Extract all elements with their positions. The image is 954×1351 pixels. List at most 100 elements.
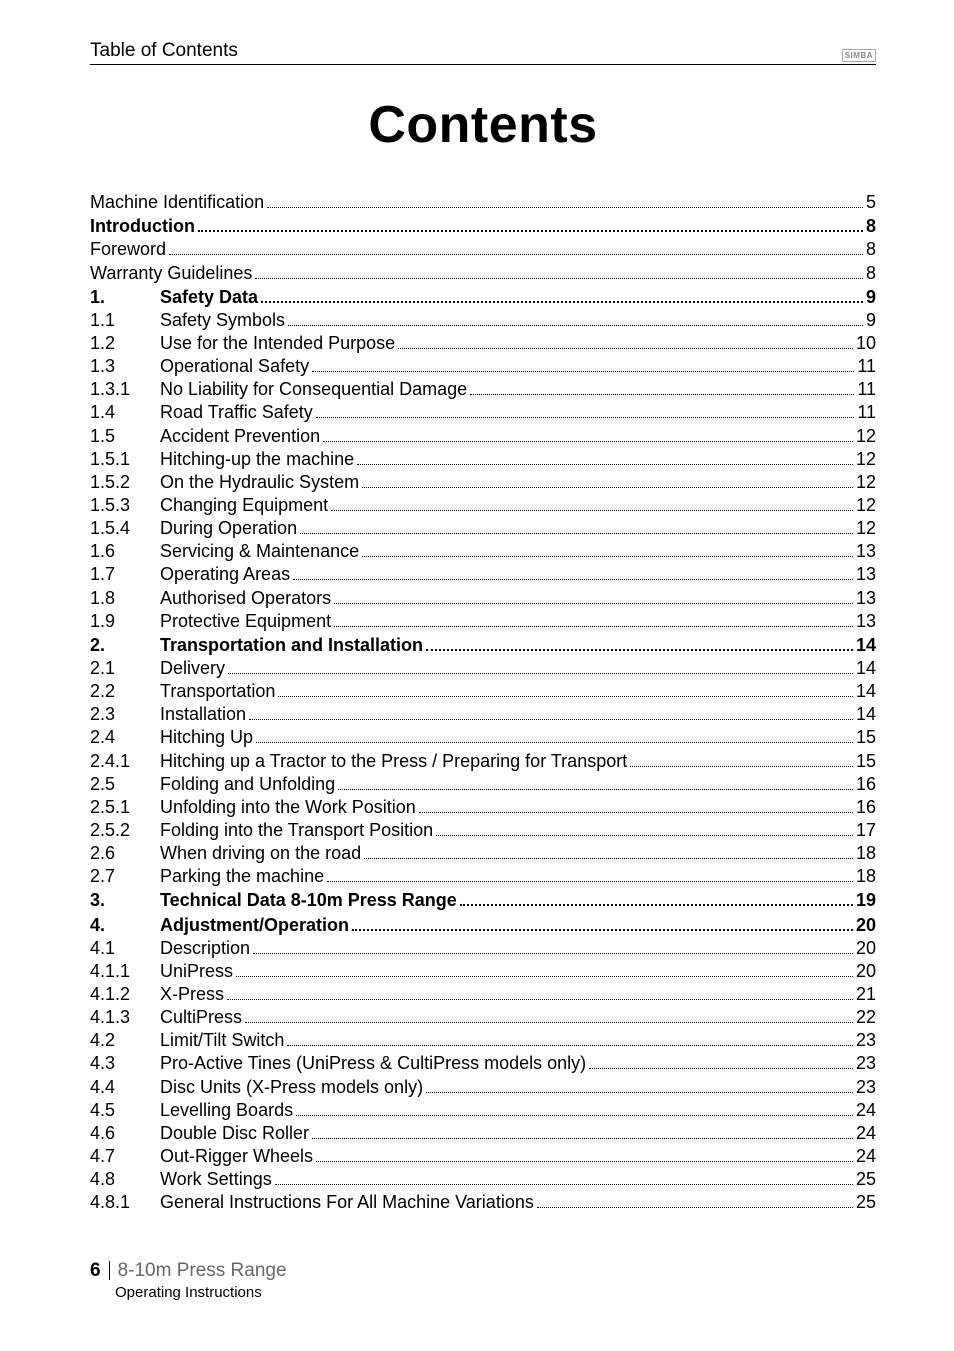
toc-row: 4.8.1General Instructions For All Machin… [90, 1191, 876, 1214]
page-container: Table of Contents SIMBA Contents Machine… [0, 0, 954, 1351]
toc-dot-leader [426, 1075, 853, 1092]
toc-entry-page: 17 [856, 820, 876, 842]
toc-entry-page: 18 [856, 843, 876, 865]
toc-dot-leader [300, 517, 853, 534]
toc-entry-page: 9 [866, 310, 876, 332]
toc-entry-number: 2.1 [90, 658, 160, 680]
toc-dot-leader [323, 424, 853, 441]
toc-entry-number: 4.6 [90, 1123, 160, 1145]
toc-entry-text: Limit/Tilt Switch [160, 1030, 284, 1052]
toc-entry-number: 1.7 [90, 564, 160, 586]
toc-entry-text: Technical Data 8-10m Press Range [160, 890, 457, 912]
toc-dot-leader [357, 448, 853, 465]
table-of-contents: Machine Identification5Introduction8Fore… [90, 191, 876, 1214]
toc-row: Introduction8 [90, 214, 876, 238]
toc-entry-page: 16 [856, 797, 876, 819]
toc-row: 1.5.2On the Hydraulic System12 [90, 471, 876, 494]
toc-entry-text: Hitching Up [160, 727, 253, 749]
toc-entry-text: On the Hydraulic System [160, 472, 359, 494]
toc-entry-number: 1.5.3 [90, 495, 160, 517]
toc-row: 1.Safety Data9 [90, 285, 876, 309]
toc-row: 2.1Delivery 14 [90, 657, 876, 680]
toc-row: 4.Adjustment/Operation20 [90, 912, 876, 936]
toc-entry-page: 12 [856, 426, 876, 448]
toc-entry-text: Protective Equipment [160, 611, 331, 633]
toc-row: 1.3Operational Safety11 [90, 355, 876, 378]
toc-entry-number: 2.7 [90, 866, 160, 888]
toc-entry-page: 8 [866, 263, 876, 285]
toc-entry-text: Introduction [90, 216, 195, 238]
toc-entry-text: Warranty Guidelines [90, 263, 252, 285]
toc-dot-leader [537, 1191, 853, 1208]
toc-entry-number: 4. [90, 915, 160, 937]
toc-row: 1.4Road Traffic Safety11 [90, 401, 876, 424]
brand-logo: SIMBA [842, 49, 876, 62]
toc-entry-page: 12 [856, 518, 876, 540]
toc-row: 4.1.2X-Press21 [90, 983, 876, 1006]
toc-row: 2.2Transportation14 [90, 680, 876, 703]
toc-dot-leader [236, 960, 853, 977]
page-title: Contents [90, 95, 876, 155]
toc-entry-number: 1.3.1 [90, 379, 160, 401]
toc-dot-leader [589, 1052, 853, 1069]
toc-entry-text: Road Traffic Safety [160, 402, 313, 424]
toc-entry-text: Authorised Operators [160, 588, 331, 610]
toc-dot-leader [362, 540, 853, 557]
toc-entry-page: 25 [856, 1192, 876, 1214]
page-footer: 6 8-10m Press Range Operating Instructio… [90, 1260, 287, 1301]
toc-entry-text: Foreword [90, 239, 166, 261]
toc-entry-text: Unfolding into the Work Position [160, 797, 416, 819]
footer-doc-title: 8-10m Press Range [110, 1260, 287, 1282]
toc-dot-leader [296, 1098, 853, 1115]
toc-entry-page: 25 [856, 1169, 876, 1191]
toc-row: Machine Identification5 [90, 191, 876, 214]
toc-row: 2.5.1Unfolding into the Work Position 16 [90, 796, 876, 819]
toc-row: 4.3Pro-Active Tines (UniPress & CultiPre… [90, 1052, 876, 1075]
toc-dot-leader [436, 819, 853, 836]
toc-entry-text: During Operation [160, 518, 297, 540]
toc-entry-text: Safety Data [160, 287, 258, 309]
toc-entry-text: Levelling Boards [160, 1100, 293, 1122]
toc-dot-leader [227, 983, 853, 1000]
toc-row: 2.6When driving on the road18 [90, 842, 876, 865]
toc-entry-page: 5 [866, 192, 876, 214]
toc-entry-page: 14 [856, 704, 876, 726]
toc-entry-number: 1.5.1 [90, 449, 160, 471]
toc-entry-page: 21 [856, 984, 876, 1006]
toc-row: 3.Technical Data 8-10m Press Range19 [90, 888, 876, 912]
toc-entry-number: 2.5.1 [90, 797, 160, 819]
toc-entry-page: 15 [856, 751, 876, 773]
toc-entry-text: No Liability for Consequential Damage [160, 379, 467, 401]
toc-row: 1.3.1No Liability for Consequential Dama… [90, 378, 876, 401]
toc-entry-page: 24 [856, 1123, 876, 1145]
toc-entry-number: 4.1 [90, 938, 160, 960]
toc-entry-page: 24 [856, 1146, 876, 1168]
toc-entry-page: 13 [856, 611, 876, 633]
toc-entry-number: 4.3 [90, 1053, 160, 1075]
toc-entry-page: 22 [856, 1007, 876, 1029]
toc-dot-leader [460, 888, 853, 906]
toc-entry-text: Delivery [160, 658, 225, 680]
toc-entry-text: Transportation [160, 681, 275, 703]
toc-entry-text: Hitching up a Tractor to the Press / Pre… [160, 751, 627, 773]
toc-entry-text: Work Settings [160, 1169, 272, 1191]
toc-entry-number: 4.2 [90, 1030, 160, 1052]
toc-entry-number: 1.6 [90, 541, 160, 563]
footer-doc-subtitle: Operating Instructions [90, 1284, 287, 1301]
toc-entry-text: X-Press [160, 984, 224, 1006]
toc-dot-leader [267, 191, 863, 208]
toc-entry-page: 14 [856, 658, 876, 680]
toc-entry-number: 4.4 [90, 1077, 160, 1099]
toc-entry-page: 12 [856, 449, 876, 471]
toc-row: 4.7Out-Rigger Wheels24 [90, 1145, 876, 1168]
toc-entry-text: Transportation and Installation [160, 635, 423, 657]
toc-entry-page: 14 [856, 681, 876, 703]
toc-row: 2.5.2Folding into the Transport Position… [90, 819, 876, 842]
toc-entry-page: 18 [856, 866, 876, 888]
toc-row: 1.5.4During Operation12 [90, 517, 876, 540]
page-header: Table of Contents SIMBA [90, 40, 876, 65]
toc-entry-text: Disc Units (X-Press models only) [160, 1077, 423, 1099]
toc-entry-page: 24 [856, 1100, 876, 1122]
toc-entry-page: 13 [856, 541, 876, 563]
toc-entry-text: When driving on the road [160, 843, 361, 865]
